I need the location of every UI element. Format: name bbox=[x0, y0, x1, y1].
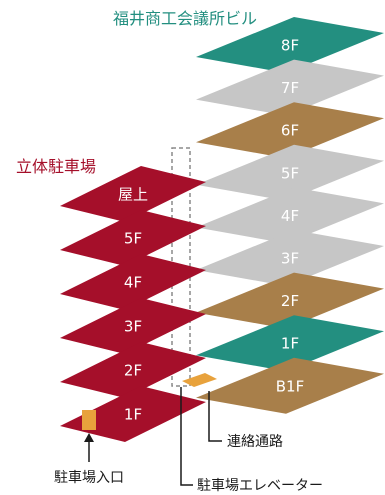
parking-floor: 1F bbox=[60, 386, 206, 442]
building-floor-label: 2F bbox=[281, 292, 299, 310]
parking-title: 立体駐車場 bbox=[16, 157, 96, 176]
building-floor: 1F bbox=[196, 315, 384, 372]
parking-floor-label: 屋上 bbox=[118, 186, 148, 204]
parking-floor: 屋上 bbox=[60, 166, 206, 222]
parking-floor: 3F bbox=[60, 298, 206, 354]
building-floor-label: 6F bbox=[281, 122, 299, 140]
building-floor-label: 4F bbox=[281, 207, 299, 225]
parking-floor: 2F bbox=[60, 342, 206, 398]
parking-floor-plate bbox=[60, 254, 206, 310]
parking-floor-label: 1F bbox=[124, 406, 142, 424]
building-floor: 6F bbox=[196, 102, 384, 159]
elevator-callout-line bbox=[180, 387, 193, 486]
building-floor-label: 7F bbox=[281, 79, 299, 97]
entrance-callout: 駐車場入口 bbox=[54, 433, 124, 486]
building-floor: 7F bbox=[196, 59, 384, 116]
building-floor-plate bbox=[196, 187, 384, 244]
building-floor-stack: 8F 7F 6F 5F 4F 3F 2F 1F B1F bbox=[196, 17, 384, 414]
parking-floor: 4F bbox=[60, 254, 206, 310]
parking-floor-label: 3F bbox=[124, 318, 142, 336]
building-floor-plate bbox=[196, 144, 384, 201]
building-floor-plate bbox=[196, 17, 384, 73]
entrance-arrow-icon bbox=[84, 433, 94, 442]
building-floor-plate bbox=[196, 59, 384, 116]
connecting-passage bbox=[182, 373, 217, 387]
parking-floor-label: 2F bbox=[124, 362, 142, 380]
building-floor-plate bbox=[196, 230, 384, 286]
elevator-callout-label: 駐車場エレベーター bbox=[197, 477, 323, 494]
building-floor: 8F bbox=[196, 17, 384, 73]
entrance-callout-label: 駐車場入口 bbox=[54, 469, 124, 486]
parking-floor-label: 5F bbox=[124, 230, 142, 248]
passage-callout-label: 連絡通路 bbox=[227, 434, 283, 450]
building-floor-label: 8F bbox=[281, 37, 299, 55]
parking-floor-plate bbox=[60, 386, 206, 442]
building-floor-label: 1F bbox=[281, 335, 299, 353]
parking-floor-plate bbox=[60, 342, 206, 398]
parking-floor-stack: 屋上 5F 4F 3F 2F 1F bbox=[60, 166, 206, 442]
building-floor-plate bbox=[196, 315, 384, 372]
building-floor: 2F bbox=[196, 272, 384, 329]
building-floor: 3F bbox=[196, 230, 384, 286]
parking-floor-plate bbox=[60, 210, 206, 266]
building-floor-plate bbox=[196, 102, 384, 159]
passage-callout: 連絡通路 bbox=[208, 391, 283, 450]
building-floor: 5F bbox=[196, 144, 384, 201]
building-floor-plate bbox=[196, 357, 384, 414]
parking-floor: 5F bbox=[60, 210, 206, 266]
elevator-callout: 駐車場エレベーター bbox=[180, 387, 323, 494]
building-floor-label: 3F bbox=[281, 250, 299, 268]
parking-entrance-marker bbox=[82, 410, 96, 430]
building-floor-plate bbox=[196, 272, 384, 329]
building-floor-label: B1F bbox=[276, 377, 304, 395]
passage-callout-line bbox=[208, 391, 222, 442]
building-title: 福井商工会議所ビル bbox=[113, 9, 257, 28]
building-floor-label: 5F bbox=[281, 164, 299, 182]
building-floor: 4F bbox=[196, 187, 384, 244]
building-floor: B1F bbox=[196, 357, 384, 414]
parking-floor-label: 4F bbox=[124, 274, 142, 292]
parking-floor-plate bbox=[60, 166, 206, 222]
parking-floor-plate bbox=[60, 298, 206, 354]
